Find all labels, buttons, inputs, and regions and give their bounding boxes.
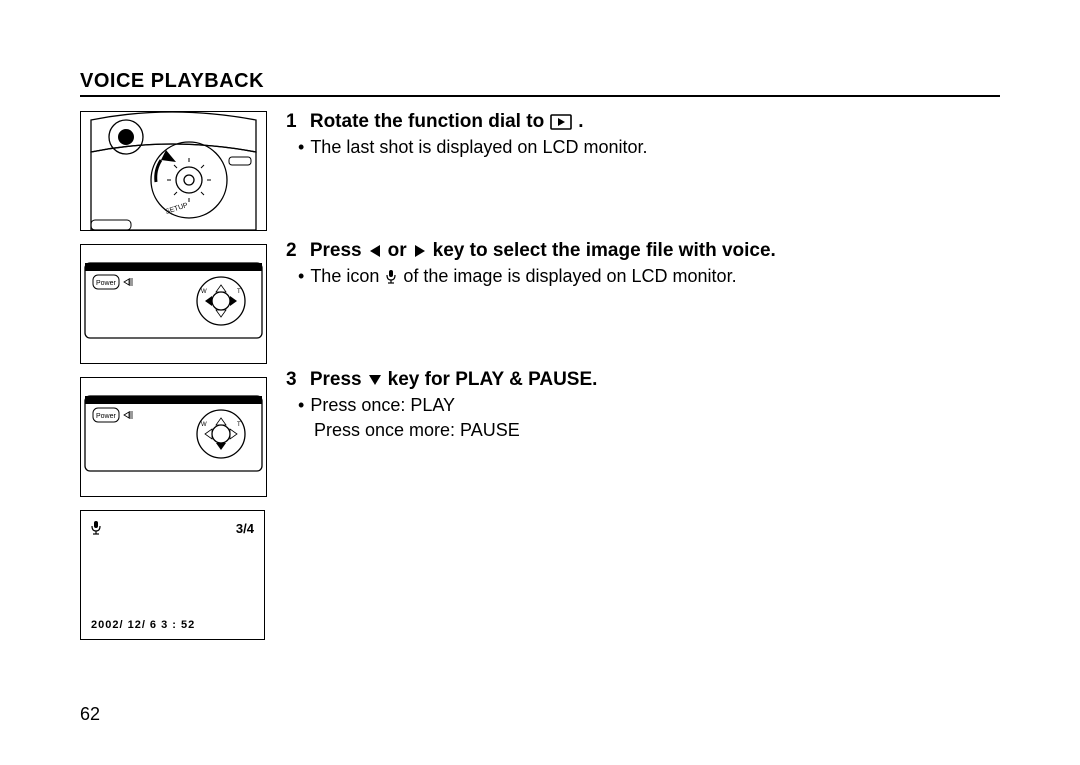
step-3-bullet-2: Press once more: PAUSE bbox=[286, 420, 1000, 441]
step-text: . bbox=[578, 111, 583, 133]
lcd-date: 2002/ 12/ 6 3 : 52 bbox=[91, 619, 195, 631]
triangle-left-icon bbox=[368, 244, 382, 258]
step-text: key to select the image file with voice. bbox=[433, 240, 776, 262]
lcd-preview: 3/4 2002/ 12/ 6 3 : 52 bbox=[80, 510, 265, 640]
triangle-down-icon bbox=[368, 373, 382, 387]
illustration-arrow-down: W T Power bbox=[80, 377, 267, 497]
step-number: 1 bbox=[286, 111, 297, 133]
svg-text:Power: Power bbox=[96, 280, 117, 287]
step-2-bullet: • The icon of the image is displayed on … bbox=[286, 266, 1000, 287]
step-1-bullet: • The last shot is displayed on LCD moni… bbox=[286, 137, 1000, 158]
step-text: key for PLAY & PAUSE. bbox=[388, 369, 598, 391]
svg-text:T: T bbox=[237, 289, 241, 295]
step-text: Press bbox=[310, 240, 362, 262]
step-number: 2 bbox=[286, 240, 297, 262]
step-1-title: 1 Rotate the function dial to . bbox=[286, 111, 1000, 133]
illustration-arrows-lr: W T Power bbox=[80, 244, 267, 364]
step-text: Rotate the function dial to bbox=[310, 111, 544, 133]
step-3-bullet-1: • Press once: PLAY bbox=[286, 395, 1000, 416]
svg-text:W: W bbox=[201, 422, 207, 428]
svg-text:T: T bbox=[237, 422, 241, 428]
triangle-right-icon bbox=[413, 244, 427, 258]
section-title: VOICE PLAYBACK bbox=[80, 70, 1000, 97]
mic-icon bbox=[91, 521, 101, 540]
step-number: 3 bbox=[286, 369, 297, 391]
lcd-counter: 3/4 bbox=[236, 521, 254, 536]
svg-text:Power: Power bbox=[96, 413, 117, 420]
play-rect-icon bbox=[550, 114, 572, 130]
page-number: 62 bbox=[80, 704, 100, 725]
illustration-column: SETUP W bbox=[80, 111, 270, 648]
instructions-column: 1 Rotate the function dial to . • The la… bbox=[286, 111, 1000, 648]
step-text: Press bbox=[310, 369, 362, 391]
step-3-title: 3 Press key for PLAY & PAUSE. bbox=[286, 369, 1000, 391]
mic-icon bbox=[386, 270, 396, 284]
illustration-dial: SETUP bbox=[80, 111, 267, 231]
step-text: or bbox=[388, 240, 407, 262]
svg-text:W: W bbox=[201, 289, 207, 295]
step-2-title: 2 Press or key to select the image file … bbox=[286, 240, 1000, 262]
